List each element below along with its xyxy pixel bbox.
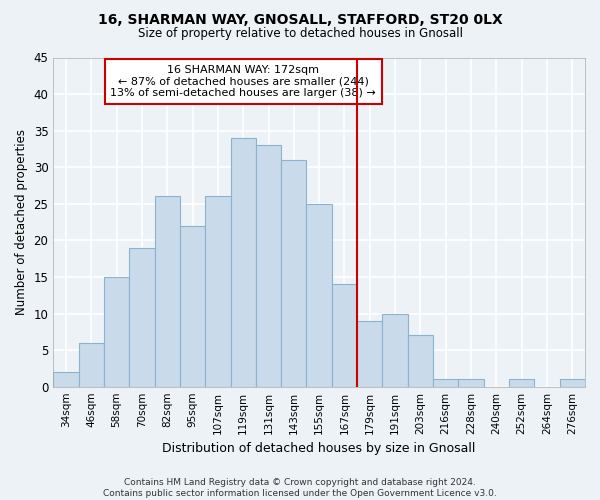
Bar <box>79 343 104 386</box>
Bar <box>509 380 535 386</box>
Bar <box>332 284 357 386</box>
Bar <box>357 321 382 386</box>
Bar <box>104 277 129 386</box>
Bar <box>307 204 332 386</box>
Bar <box>180 226 205 386</box>
Text: Size of property relative to detached houses in Gnosall: Size of property relative to detached ho… <box>137 28 463 40</box>
Text: 16, SHARMAN WAY, GNOSALL, STAFFORD, ST20 0LX: 16, SHARMAN WAY, GNOSALL, STAFFORD, ST20… <box>98 12 502 26</box>
Text: 16 SHARMAN WAY: 172sqm
← 87% of detached houses are smaller (244)
13% of semi-de: 16 SHARMAN WAY: 172sqm ← 87% of detached… <box>110 65 376 98</box>
Bar <box>230 138 256 386</box>
Bar <box>205 196 230 386</box>
Y-axis label: Number of detached properties: Number of detached properties <box>15 129 28 315</box>
Bar <box>408 336 433 386</box>
Bar <box>53 372 79 386</box>
Text: Contains HM Land Registry data © Crown copyright and database right 2024.
Contai: Contains HM Land Registry data © Crown c… <box>103 478 497 498</box>
Bar <box>458 380 484 386</box>
Bar <box>281 160 307 386</box>
Bar <box>560 380 585 386</box>
X-axis label: Distribution of detached houses by size in Gnosall: Distribution of detached houses by size … <box>163 442 476 455</box>
Bar <box>382 314 408 386</box>
Bar <box>155 196 180 386</box>
Bar <box>129 248 155 386</box>
Bar <box>256 146 281 386</box>
Bar <box>433 380 458 386</box>
